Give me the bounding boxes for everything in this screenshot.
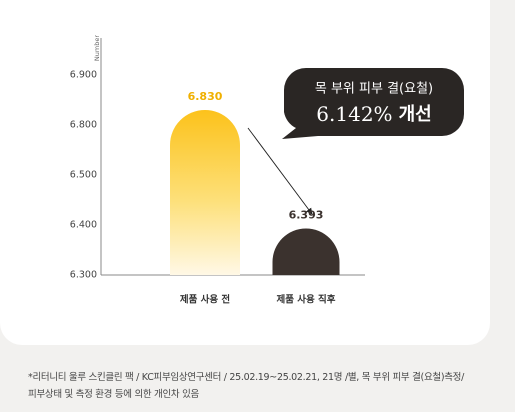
bar [272, 228, 340, 275]
callout-bubble [282, 68, 464, 139]
value-label: 6.393 [289, 209, 324, 222]
y-tick-label: 6.300 [70, 270, 97, 281]
footnote-line: *리터니티 울루 스킨클린 팩 / KC피부임상연구센터 / 25.02.19~… [28, 372, 465, 383]
callout-value: 6.142% [316, 102, 392, 126]
value-label: 6.830 [188, 90, 223, 103]
bar [170, 110, 240, 275]
callout-text: 6.142% 개선 [316, 102, 431, 126]
callout-label: 개선 [399, 104, 432, 125]
y-axis-label: Number [93, 35, 101, 61]
card [0, 0, 490, 345]
callout-title: 목 부위 피부 결(요철) [315, 82, 433, 97]
y-tick-label: 6.900 [70, 70, 97, 81]
y-tick-label: 6.800 [70, 120, 97, 131]
arrow [247, 127, 313, 215]
y-tick-label: 6.500 [70, 170, 97, 181]
x-tick-label: 제품 사용 전 [180, 294, 230, 306]
y-tick-label: 6.400 [70, 220, 97, 231]
x-tick-label: 제품 사용 직후 [276, 294, 335, 306]
footnote-line: 피부상태 및 측정 환경 등에 의한 개인차 있음 [28, 389, 199, 400]
